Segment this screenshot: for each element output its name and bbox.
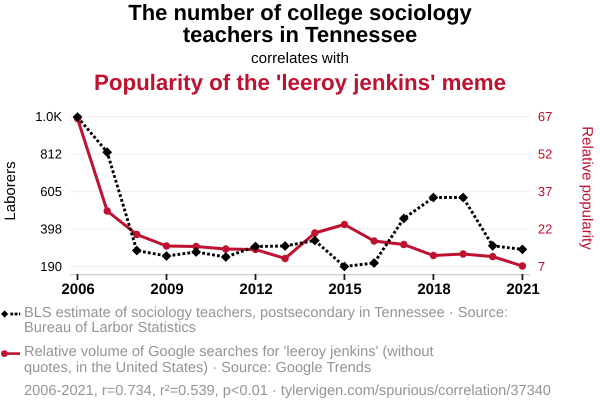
svg-text:67: 67 (538, 109, 552, 124)
svg-text:7: 7 (538, 259, 545, 274)
svg-text:2012: 2012 (239, 281, 272, 298)
svg-text:2015: 2015 (328, 281, 361, 298)
svg-text:812: 812 (40, 147, 62, 162)
svg-text:22: 22 (538, 222, 552, 237)
svg-text:Relative popularity: Relative popularity (579, 126, 596, 250)
svg-text:2009: 2009 (150, 281, 183, 298)
svg-text:190: 190 (40, 259, 62, 274)
svg-text:2018: 2018 (417, 281, 450, 298)
svg-text:398: 398 (40, 222, 62, 237)
svg-text:1.0K: 1.0K (35, 109, 62, 124)
svg-text:37: 37 (538, 184, 552, 199)
svg-text:605: 605 (40, 184, 62, 199)
svg-text:2006: 2006 (61, 281, 94, 298)
svg-text:Laborers: Laborers (2, 161, 19, 220)
svg-text:2021: 2021 (506, 281, 539, 298)
svg-text:52: 52 (538, 147, 552, 162)
